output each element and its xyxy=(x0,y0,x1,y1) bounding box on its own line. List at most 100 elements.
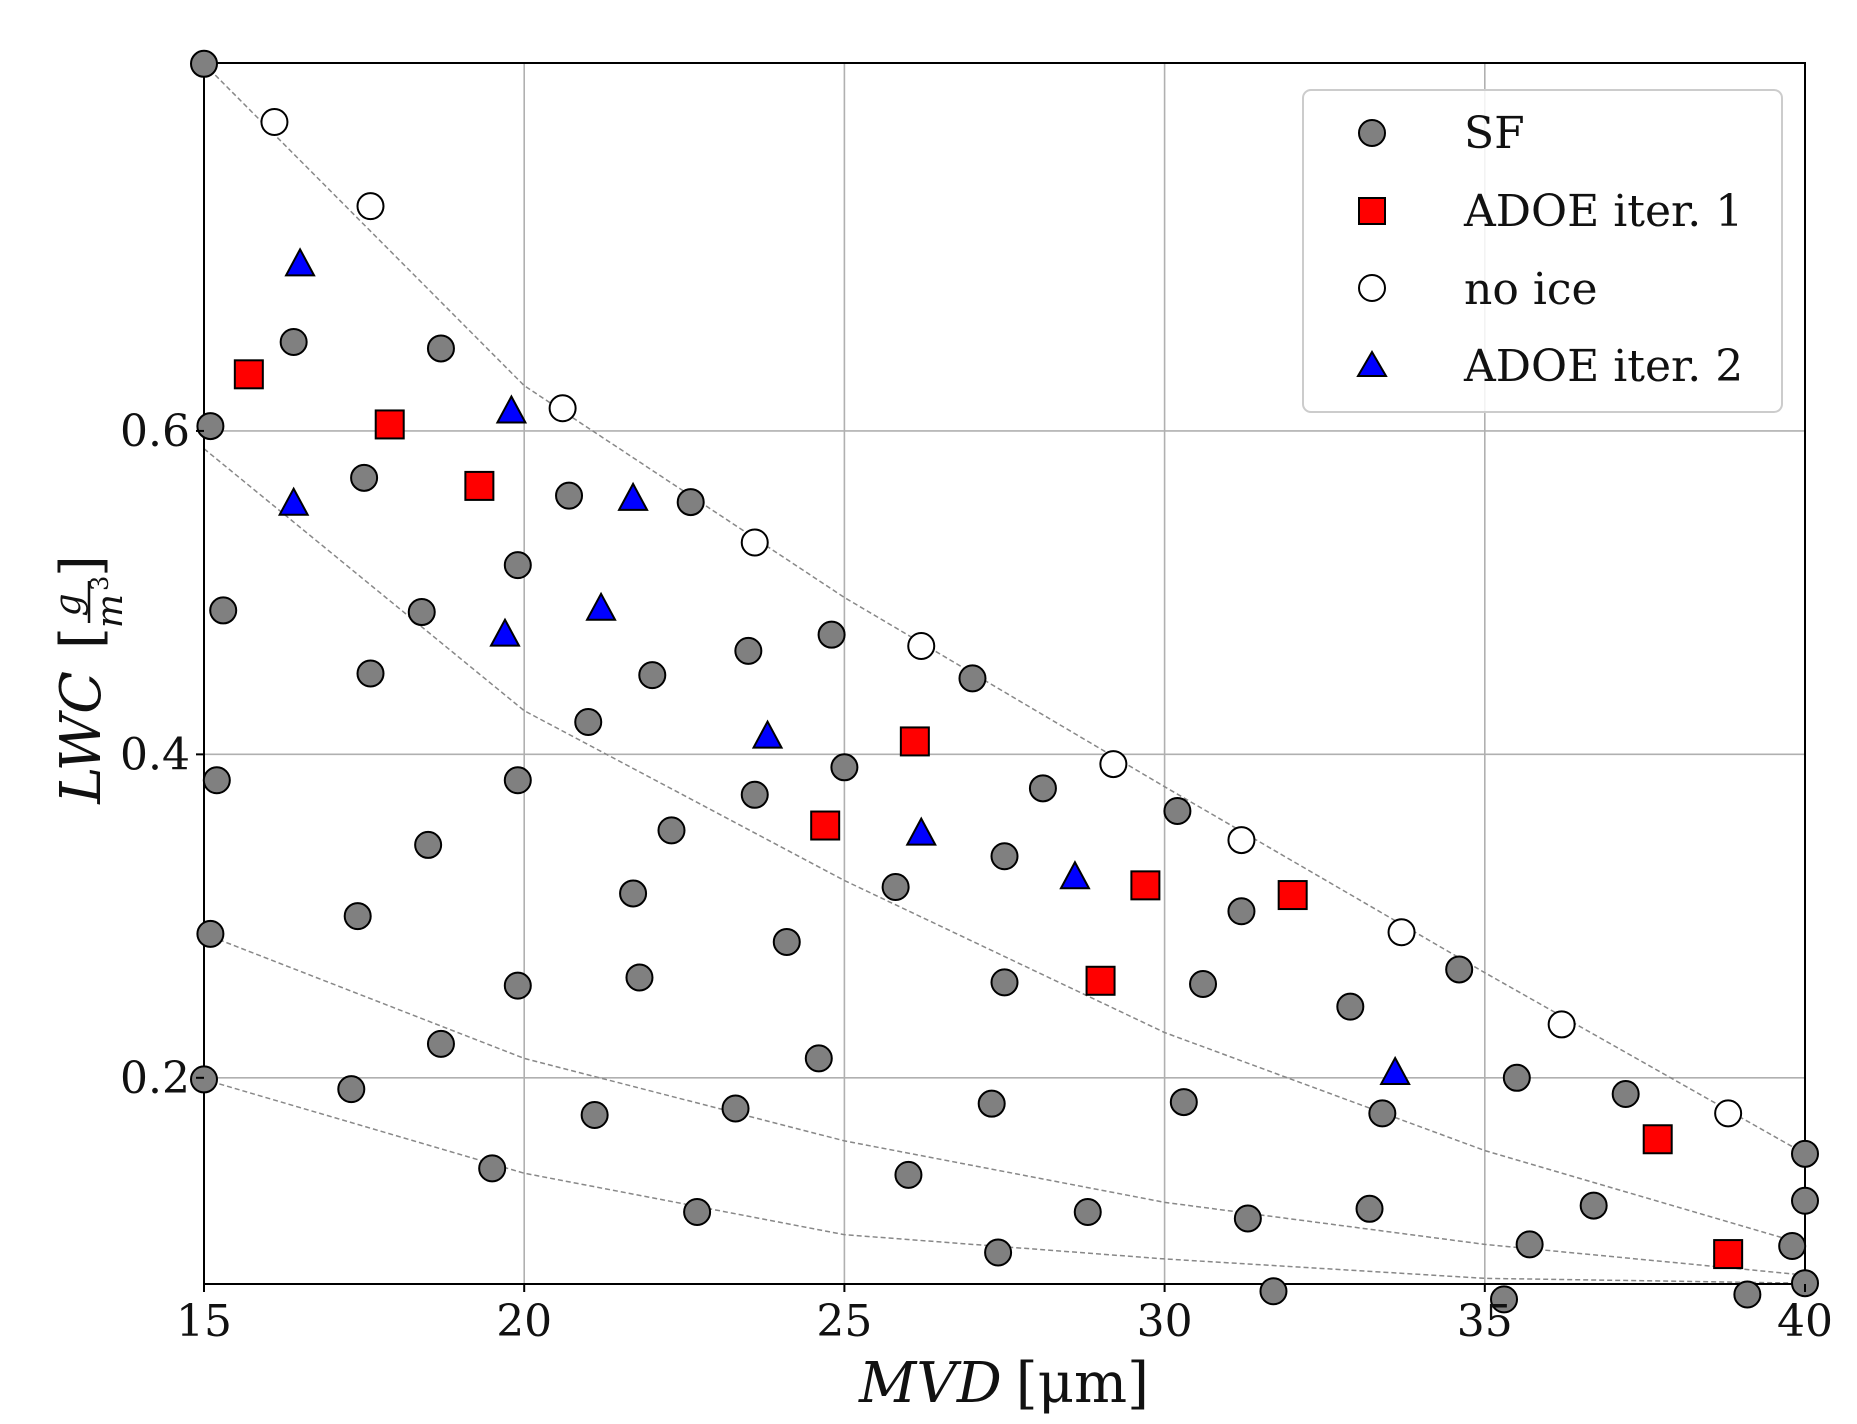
adoe-iter-2-point xyxy=(495,394,528,424)
adoe-iter-1-point xyxy=(1642,1124,1673,1155)
sf-point xyxy=(1355,1194,1384,1223)
sf-point xyxy=(1791,1269,1819,1298)
adoe-iter-2-point xyxy=(617,481,649,511)
sf-point xyxy=(350,463,379,492)
y-axis-title: LWC [ g m 3 ] xyxy=(48,555,131,805)
no-ice-point xyxy=(260,108,289,137)
sf-point xyxy=(1189,970,1218,999)
sf-point xyxy=(1445,955,1474,984)
adoe-iter-1-point xyxy=(1713,1239,1744,1270)
no-ice-point xyxy=(356,192,385,221)
no-ice-point xyxy=(740,528,769,557)
x-tick-label: 30 xyxy=(1137,1296,1193,1347)
y-axis-ticks: 0.2 0.4 0.6 xyxy=(120,406,204,1104)
y-tick-label: 0.2 xyxy=(120,1053,190,1104)
no-ice-point xyxy=(1714,1099,1743,1128)
y-tick-label: 0.6 xyxy=(120,406,190,457)
sf-point xyxy=(881,872,910,901)
sf-point xyxy=(804,1044,833,1073)
adoe-iter-2-point xyxy=(489,617,521,647)
sf-point xyxy=(1073,1198,1102,1227)
x-tick-label: 35 xyxy=(1457,1296,1513,1347)
sf-point xyxy=(676,488,705,517)
x-tick-label: 40 xyxy=(1777,1296,1833,1347)
legend-adoe2-label: ADOE iter. 2 xyxy=(1463,341,1743,392)
sf-point xyxy=(721,1094,750,1123)
legend-noice-marker xyxy=(1358,274,1386,302)
sf-point xyxy=(196,919,225,948)
adoe-iter-2-point xyxy=(585,591,617,621)
adoe-iter-1-point xyxy=(810,810,841,841)
adoe-iter-2-point xyxy=(277,486,310,516)
no-ice-point xyxy=(907,632,936,661)
sf-point xyxy=(1579,1191,1608,1220)
sf-point xyxy=(990,968,1019,997)
sf-point xyxy=(478,1154,507,1183)
sf-point xyxy=(574,708,603,737)
x-tick-label: 20 xyxy=(496,1296,552,1347)
svg-text:3: 3 xyxy=(86,576,114,591)
sf-point xyxy=(426,334,455,363)
sf-point xyxy=(817,620,846,649)
adoe-iter-2-point xyxy=(1059,860,1091,890)
sf-point xyxy=(683,1198,712,1227)
sf-point xyxy=(202,766,231,795)
legend-noice-label: no ice xyxy=(1464,264,1598,315)
sf-point xyxy=(1791,1139,1819,1168)
sf-point xyxy=(1169,1088,1198,1117)
sf-point xyxy=(958,664,987,693)
svg-text:[: [ xyxy=(49,627,114,649)
no-ice-point xyxy=(1387,918,1416,947)
sf-point xyxy=(190,49,218,78)
adoe-iter-1-point xyxy=(233,359,264,390)
sf-point xyxy=(1791,1186,1819,1215)
sf-point xyxy=(772,927,801,956)
sf-point xyxy=(657,816,686,845)
sf-point xyxy=(984,1238,1013,1267)
adoe-iter-1-point xyxy=(1085,965,1116,996)
sf-point xyxy=(1259,1277,1288,1306)
sf-point xyxy=(414,830,443,859)
sf-point xyxy=(337,1075,366,1104)
sf-point xyxy=(1336,992,1365,1021)
guide-curve xyxy=(203,63,1806,1155)
sf-point xyxy=(740,780,769,809)
sf-point xyxy=(1611,1079,1640,1108)
sf-point xyxy=(1733,1280,1762,1309)
sf-point xyxy=(1490,1285,1519,1314)
sf-point xyxy=(1368,1099,1397,1128)
sf-point xyxy=(734,636,763,665)
legend-sf-marker xyxy=(1358,119,1386,147)
sf-point xyxy=(503,971,532,1000)
no-ice-point xyxy=(1547,1010,1576,1039)
adoe-iter-2-point xyxy=(905,816,937,846)
legend-box xyxy=(1302,89,1783,413)
svg-text:]: ] xyxy=(49,555,114,577)
adoe-iter-2-point xyxy=(751,719,784,749)
sf-point xyxy=(196,412,225,441)
adoe-iter-1-point xyxy=(464,470,495,501)
sf-point xyxy=(1778,1231,1807,1260)
sf-point xyxy=(625,963,654,992)
guide-curve xyxy=(203,448,1806,1246)
sf-point xyxy=(1028,774,1057,803)
legend-sf-label: SF xyxy=(1464,108,1525,159)
legend-adoe2-marker xyxy=(1356,350,1388,377)
x-tick-label: 15 xyxy=(176,1296,232,1347)
sf-point xyxy=(894,1160,923,1189)
adoe-iter-2-point xyxy=(284,247,316,277)
adoe-iter-2-point xyxy=(1379,1055,1411,1085)
adoe-iter-1-point xyxy=(1277,880,1308,911)
sf-point xyxy=(356,659,385,688)
sf-point xyxy=(619,879,648,908)
sf-point xyxy=(830,753,859,782)
sf-point xyxy=(503,551,532,580)
adoe-iter-1-point xyxy=(1130,870,1161,901)
no-ice-point xyxy=(1099,750,1128,779)
sf-point xyxy=(1163,796,1192,825)
data-points xyxy=(190,49,1819,1314)
sf-point xyxy=(977,1089,1006,1118)
sf-point xyxy=(426,1029,455,1058)
svg-text:m: m xyxy=(90,594,131,628)
